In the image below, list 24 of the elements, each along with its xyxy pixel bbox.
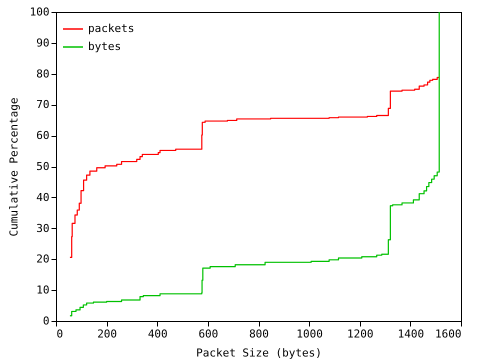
y-tick-label: 30	[36, 222, 50, 235]
y-tick-label: 40	[36, 190, 50, 204]
y-tick-label: 0	[42, 314, 50, 328]
x-tick-label: 1200	[347, 328, 374, 340]
y-tick-label: 70	[36, 98, 50, 112]
x-tick-label: 0	[56, 328, 64, 340]
y-tick-label: 10	[36, 284, 50, 297]
y-axis-title: Cumulative Percentage	[8, 97, 21, 237]
y-tick-label: 100	[30, 6, 50, 18]
legend-label: bytes	[88, 40, 122, 53]
x-tick-label: 1600	[435, 328, 462, 340]
x-tick-label: 400	[148, 328, 168, 340]
y-tick-label: 80	[36, 67, 50, 80]
y-tick-label: 50	[36, 160, 50, 173]
y-tick-label: 90	[36, 36, 50, 50]
x-tick-label: 1000	[296, 328, 323, 340]
x-tick-label: 800	[249, 328, 269, 340]
x-axis-title: Packet Size (bytes)	[196, 346, 322, 360]
y-tick-label: 60	[36, 129, 50, 142]
y-tick-label: 20	[36, 252, 50, 266]
legend-label: packets	[88, 22, 134, 35]
x-tick-label: 200	[97, 328, 118, 340]
x-tick-label: 600	[198, 328, 218, 340]
x-tick-label: 1400	[398, 328, 424, 340]
